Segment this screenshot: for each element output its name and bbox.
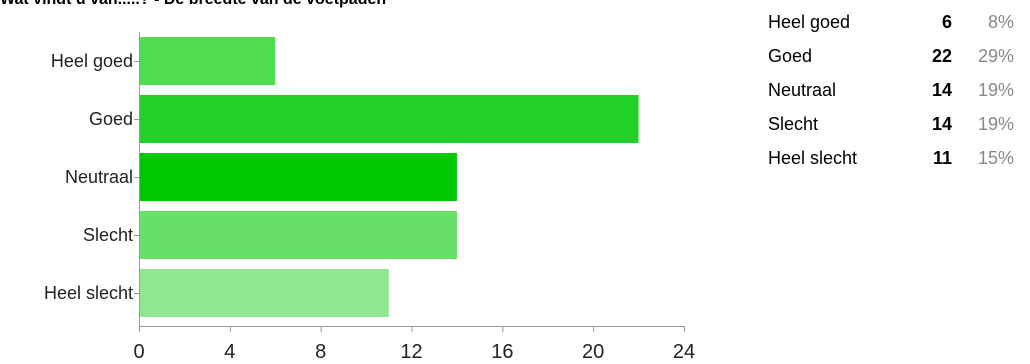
- summary-percent: 8%: [987, 12, 1014, 32]
- x-tick-label: 0: [133, 341, 144, 363]
- summary-count: 14: [931, 80, 952, 100]
- summary-count: 14: [931, 114, 952, 134]
- category-label: Goed: [89, 109, 133, 129]
- bar-1: [140, 95, 639, 143]
- summary-count: 11: [932, 148, 952, 168]
- summary-label: Heel slecht: [768, 148, 858, 168]
- summary-count: 22: [931, 46, 952, 66]
- summary-row: Goed 22 29%: [768, 46, 1014, 80]
- category-label: Neutraal: [65, 167, 133, 187]
- bar-chart: Heel goed Goed Neutraal Slecht Heel slecht 0 4…: [44, 32, 695, 363]
- bar-3: [140, 211, 457, 259]
- category-label: Heel goed: [51, 51, 133, 71]
- bar-4: [140, 269, 389, 317]
- summary-label: Heel goed: [768, 12, 851, 32]
- summary-label: Slecht: [768, 114, 819, 134]
- summary-table: Heel goed 6 8% Goed 22 29% Neutraal 14 19% Slecht…: [768, 12, 1014, 182]
- summary-row: Heel slecht 11 15%: [768, 148, 1014, 182]
- x-tick-label: 12: [400, 341, 422, 363]
- summary-row: Heel goed 6 8%: [768, 12, 1014, 46]
- summary-row: Neutraal 14 19%: [768, 80, 1014, 114]
- bar-0: [140, 37, 276, 85]
- summary-row: Slecht 14 19%: [768, 114, 1014, 148]
- category-label: Heel slecht: [44, 283, 133, 303]
- x-tick-label: 16: [491, 341, 513, 363]
- x-tick-label: 20: [582, 341, 604, 363]
- x-tick-label: 4: [224, 341, 235, 363]
- summary-percent: 15%: [977, 148, 1014, 168]
- summary-label: Goed: [768, 46, 813, 66]
- category-label: Slecht: [83, 225, 133, 245]
- x-tick-label: 24: [673, 341, 695, 363]
- summary-percent: 19%: [977, 80, 1014, 100]
- chart-title: Wat vindt u van.....? - De breedte van d…: [0, 0, 386, 9]
- x-tick-label: 8: [315, 341, 326, 363]
- summary-count: 6: [941, 12, 952, 32]
- summary-percent: 19%: [977, 114, 1014, 134]
- summary-percent: 29%: [977, 46, 1014, 66]
- bar-2: [140, 153, 457, 201]
- summary-label: Neutraal: [768, 80, 837, 100]
